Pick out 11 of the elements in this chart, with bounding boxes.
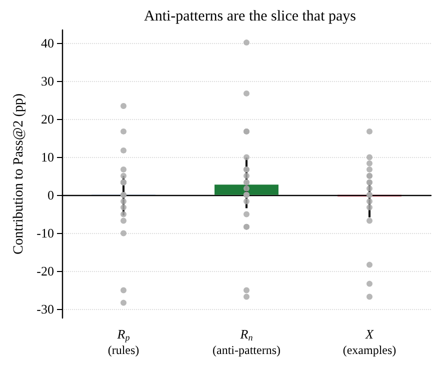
chart-title: Anti-patterns are the slice that pays [144,8,356,24]
y-tick-label: -30 [36,301,54,316]
y-tick-label: 0 [48,187,54,202]
y-tick-label: -20 [36,263,54,278]
y-tick-label: 30 [41,73,54,88]
y-tick-label: 10 [41,149,54,164]
y-tick-label: 20 [41,111,54,126]
x-tick-label: X (examples) [342,326,396,357]
y-tick-label: 40 [41,35,54,50]
y-tick-label: -10 [36,225,54,240]
y-axis-title: Contribution to Pass@2 (pp) [11,93,26,255]
